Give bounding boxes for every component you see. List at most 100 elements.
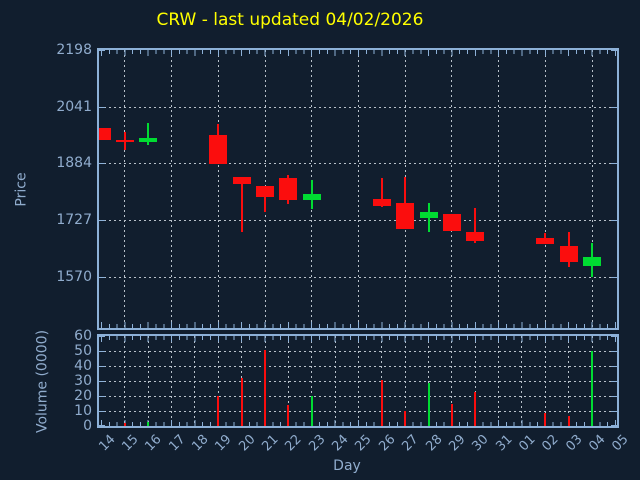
candle-body-27 (396, 202, 415, 230)
volume-day-gridline-03 (568, 336, 570, 426)
volume-bar-21 (264, 349, 267, 426)
candle-body-26 (372, 199, 391, 206)
price-day-gridline-17 (171, 50, 173, 328)
volume-tick-label-30: 30 (74, 373, 92, 389)
candle-body-16 (139, 138, 158, 143)
x-axis-label: Day (333, 458, 361, 474)
price-ytick-left-2041 (99, 106, 105, 108)
price-tick-label-1570: 1570 (56, 268, 92, 285)
volume-tick-label-0: 0 (83, 418, 92, 434)
price-ytick-left-1570 (99, 276, 105, 278)
candle-body-14 (99, 127, 111, 140)
price-ytick-left-2198 (99, 50, 105, 51)
candle-body-23 (302, 194, 321, 200)
volume-bar-26 (380, 379, 383, 426)
candle-body-03 (559, 246, 578, 262)
price-tick-label-1727: 1727 (56, 212, 92, 229)
price-ytick-right-1727 (611, 220, 617, 222)
volume-panel (99, 336, 617, 426)
volume-day-gridline-29 (451, 336, 453, 426)
candle-wick-26 (380, 177, 383, 208)
price-axis-label: Price (13, 172, 30, 207)
chart-title: CRW - last updated 04/02/2026 (156, 10, 424, 30)
candle-wick-20 (240, 176, 243, 232)
volume-day-gridline-18 (194, 336, 196, 426)
volume-bar-29 (450, 403, 453, 426)
volume-day-gridline-16 (147, 336, 149, 426)
price-day-gridline-29 (451, 50, 453, 328)
x-major-ticks-top (99, 336, 617, 342)
candle-body-19 (209, 134, 228, 165)
volume-ytick-right-0 (611, 425, 617, 426)
volume-day-gridline-25 (357, 336, 359, 426)
candle-body-28 (419, 212, 438, 218)
volume-ytick-left-0 (99, 425, 105, 426)
price-day-gridline-04 (591, 50, 593, 328)
volume-ytick-left-30 (99, 381, 105, 382)
volume-day-gridline-28 (428, 336, 430, 426)
candle-body-21 (256, 186, 275, 197)
candle-body-30 (466, 232, 485, 241)
price-day-gridline-15 (124, 50, 126, 328)
volume-bar-02 (544, 412, 547, 426)
volume-bar-22 (287, 405, 290, 426)
price-ytick-right-2041 (611, 106, 617, 108)
price-panel (99, 50, 617, 328)
volume-bar-28 (427, 382, 430, 426)
price-day-gridline-25 (357, 50, 359, 328)
volume-day-gridline-27 (404, 336, 406, 426)
volume-ytick-left-60 (99, 336, 105, 337)
volume-ytick-left-40 (99, 366, 105, 367)
volume-day-gridline-23 (311, 336, 313, 426)
volume-bar-19 (217, 396, 220, 426)
volume-day-gridline-02 (544, 336, 546, 426)
volume-ytick-right-30 (611, 381, 617, 382)
volume-ytick-left-50 (99, 351, 105, 352)
candle-body-15 (115, 139, 134, 142)
volume-tick-label-40: 40 (74, 358, 92, 374)
price-day-gridline-31 (498, 50, 500, 328)
candle-body-29 (442, 213, 461, 232)
volume-day-gridline-22 (287, 336, 289, 426)
price-day-gridline-19 (217, 50, 219, 328)
volume-day-gridline-17 (171, 336, 173, 426)
candle-body-22 (279, 178, 298, 200)
volume-bar-20 (240, 378, 243, 426)
candle-body-02 (536, 238, 555, 244)
volume-bar-03 (567, 415, 570, 426)
volume-tick-label-20: 20 (74, 388, 92, 404)
candle-wick-30 (474, 207, 477, 244)
volume-tick-label-50: 50 (74, 343, 92, 359)
volume-day-gridline-30 (474, 336, 476, 426)
candle-wick-16 (147, 122, 150, 145)
volume-ytick-right-20 (611, 396, 617, 397)
volume-day-gridline-31 (498, 336, 500, 426)
volume-ytick-left-10 (99, 411, 105, 412)
x-major-ticks-top (99, 50, 617, 56)
volume-day-gridline-01 (521, 336, 523, 426)
volume-bar-23 (310, 396, 313, 426)
volume-day-gridline-24 (334, 336, 336, 426)
volume-bar-04 (591, 351, 594, 426)
volume-day-gridline-19 (217, 336, 219, 426)
price-day-gridline-02 (544, 50, 546, 328)
volume-ytick-right-50 (611, 351, 617, 352)
x-major-ticks-bottom (99, 322, 617, 328)
volume-tick-label-10: 10 (74, 403, 92, 419)
volume-bar-15 (123, 423, 126, 426)
volume-ytick-right-40 (611, 366, 617, 367)
volume-ytick-left-20 (99, 396, 105, 397)
price-tick-label-2041: 2041 (56, 98, 92, 115)
volume-tick-label-60: 60 (74, 328, 92, 344)
price-tick-label-2198: 2198 (56, 42, 92, 58)
price-ytick-right-2198 (611, 50, 617, 51)
price-ytick-left-1884 (99, 163, 105, 165)
volume-ytick-right-10 (611, 411, 617, 412)
volume-ytick-right-60 (611, 336, 617, 337)
x-major-ticks-bottom (99, 420, 617, 426)
volume-bar-30 (474, 391, 477, 426)
volume-day-gridline-15 (124, 336, 126, 426)
candle-body-04 (583, 256, 602, 266)
volume-bar-16 (147, 421, 150, 426)
